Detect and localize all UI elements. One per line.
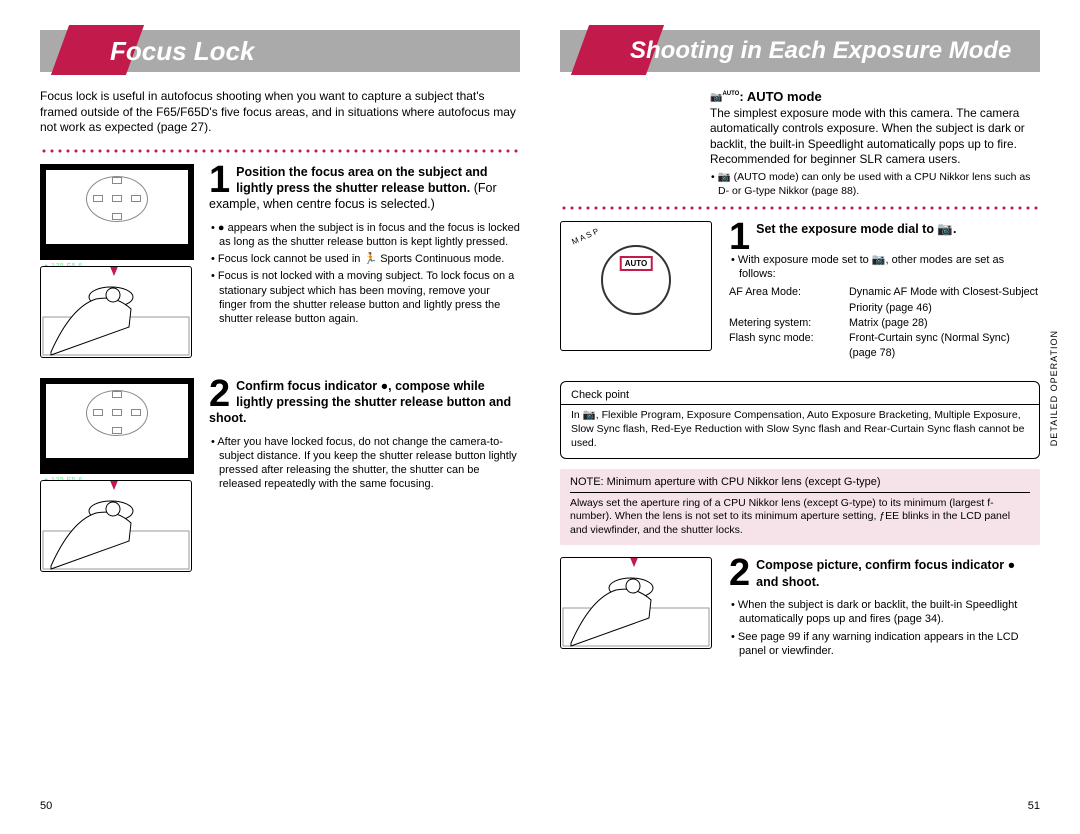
camera-icon: 📷 bbox=[710, 92, 722, 103]
auto-highlight: AUTO bbox=[620, 256, 653, 271]
section-header-right: Shooting in Each Exposure Mode bbox=[560, 30, 1040, 74]
step-2-heading: Compose picture, confirm focus indicator… bbox=[756, 558, 1015, 588]
hand-illustration bbox=[40, 266, 192, 358]
page-50: Focus Lock Focus lock is useful in autof… bbox=[40, 30, 520, 804]
step-2-heading: Confirm focus indicator ●, compose while… bbox=[209, 379, 511, 426]
step-2: 2 Compose picture, confirm focus indicat… bbox=[560, 557, 1040, 661]
step-2-text: 2 Compose picture, confirm focus indicat… bbox=[729, 557, 1040, 661]
intro-text: Focus lock is useful in autofocus shooti… bbox=[40, 89, 520, 136]
illustration-column: ● 125 F5.6 bbox=[40, 164, 195, 358]
section-header-left: Focus Lock bbox=[40, 30, 520, 74]
bullet: • When the subject is dark or backlit, t… bbox=[729, 598, 1040, 627]
step-number: 2 bbox=[209, 378, 230, 410]
illustration-column: AUTO M A S P bbox=[560, 221, 715, 361]
step-1-heading: Set the exposure mode dial to 📷. bbox=[756, 222, 956, 236]
table-row: AF Area Mode: Dynamic AF Mode with Close… bbox=[729, 285, 1040, 315]
bullet: • See page 99 if any warning indication … bbox=[729, 630, 1040, 659]
note-title: NOTE: Minimum aperture with CPU Nikkor l… bbox=[570, 475, 1030, 492]
mode-settings-table: AF Area Mode: Dynamic AF Mode with Close… bbox=[729, 285, 1040, 361]
mode-heading: 📷AUTO: AUTO mode bbox=[710, 89, 1040, 104]
note-body: Always set the aperture ring of a CPU Ni… bbox=[570, 497, 1030, 538]
hand-illustration bbox=[40, 480, 192, 572]
illustration-column: ● 125 F5.6 bbox=[40, 378, 195, 572]
note-box: NOTE: Minimum aperture with CPU Nikkor l… bbox=[560, 469, 1040, 545]
step-2: ● 125 F5.6 2 Confirm focus indicator ●, … bbox=[40, 378, 520, 572]
mode-dial-illustration: AUTO M A S P bbox=[560, 221, 712, 351]
check-point-box: Check point In 📷, Flexible Program, Expo… bbox=[560, 381, 1040, 459]
page-number: 51 bbox=[1028, 800, 1040, 812]
page-title: Shooting in Each Exposure Mode bbox=[620, 30, 1011, 72]
bullet: • After you have locked focus, do not ch… bbox=[209, 435, 520, 492]
bullet: • ● appears when the subject is in focus… bbox=[209, 221, 520, 250]
mode-subnote: • 📷 (AUTO mode) can only be used with a … bbox=[710, 171, 1040, 198]
mode-body: The simplest exposure mode with this cam… bbox=[710, 106, 1040, 167]
step-1: AUTO M A S P 1 Set the exposure mode dia… bbox=[560, 221, 1040, 361]
step-number: 1 bbox=[209, 164, 230, 196]
check-point-title: Check point bbox=[561, 388, 1039, 405]
page-51: Shooting in Each Exposure Mode 📷AUTO: AU… bbox=[560, 30, 1040, 804]
page-title: Focus Lock bbox=[100, 30, 254, 72]
step-number: 1 bbox=[729, 221, 750, 253]
illustration-column bbox=[560, 557, 715, 661]
step-1-text: 1 Set the exposure mode dial to 📷. • Wit… bbox=[729, 221, 1040, 361]
check-point-body: In 📷, Flexible Program, Exposure Compens… bbox=[571, 409, 1029, 450]
hand-illustration bbox=[560, 557, 712, 649]
step-1-text: 1 Position the focus area on the subject… bbox=[209, 164, 520, 358]
bullet: • Focus lock cannot be used in 🏃 Sports … bbox=[209, 252, 520, 266]
dot-rule bbox=[560, 205, 1040, 211]
dot-rule bbox=[40, 148, 520, 154]
viewfinder-illustration: ● 125 F5.6 bbox=[40, 378, 194, 474]
viewfinder-illustration: ● 125 F5.6 bbox=[40, 164, 194, 260]
table-row: Metering system: Matrix (page 28) bbox=[729, 316, 1040, 331]
side-tab-label: DETAILED OPERATION bbox=[1049, 330, 1059, 446]
page-number: 50 bbox=[40, 800, 52, 812]
step-number: 2 bbox=[729, 557, 750, 589]
step-2-text: 2 Confirm focus indicator ●, compose whi… bbox=[209, 378, 520, 572]
step-1: ● 125 F5.6 1 Position the focus area on … bbox=[40, 164, 520, 358]
table-row: Flash sync mode: Front-Curtain sync (Nor… bbox=[729, 331, 1040, 361]
bullet: • With exposure mode set to 📷, other mod… bbox=[729, 253, 1040, 282]
bullet: • Focus is not locked with a moving subj… bbox=[209, 269, 520, 326]
step-1-heading: Position the focus area on the subject a… bbox=[236, 165, 487, 195]
